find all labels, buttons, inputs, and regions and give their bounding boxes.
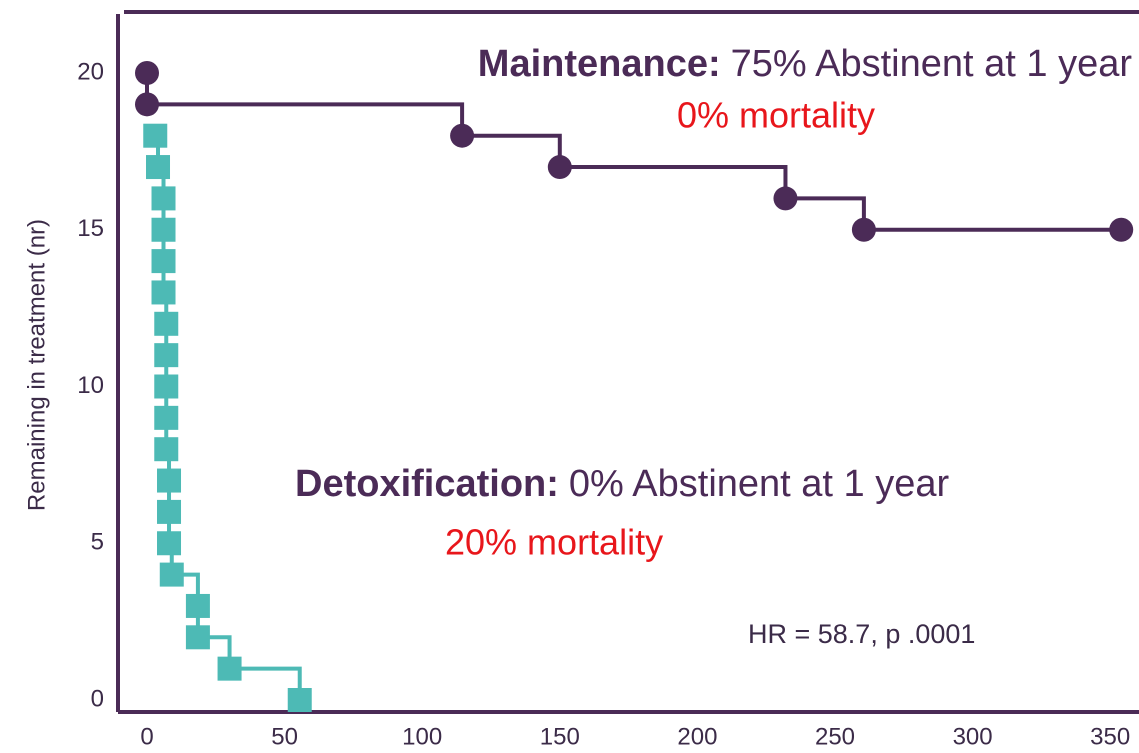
marker — [851, 217, 876, 242]
y-axis-label: Remaining in treatment (nr) — [23, 219, 50, 511]
y-tick-label: 15 — [77, 215, 104, 242]
step-segment — [147, 102, 465, 136]
marker — [154, 343, 179, 368]
annotation-text: 0% Abstinent at 1 year — [569, 463, 950, 505]
marker — [185, 625, 210, 650]
step-segment — [785, 196, 866, 230]
x-tick-label: 200 — [677, 723, 717, 750]
annotation-label: Maintenance: — [478, 43, 721, 85]
marker — [135, 92, 159, 117]
annotation: Detoxification: 0% Abstinent at 1 year — [295, 463, 949, 505]
marker — [773, 186, 798, 211]
x-tick-label: 150 — [540, 723, 580, 750]
marker — [157, 531, 182, 556]
annotation: HR = 58.7, p .0001 — [748, 619, 975, 649]
step-segment — [462, 133, 562, 168]
y-tick-label: 10 — [77, 372, 104, 399]
marker — [135, 61, 159, 85]
marker — [146, 155, 171, 180]
marker — [287, 688, 312, 712]
marker — [154, 405, 179, 430]
annotation: Maintenance: 75% Abstinent at 1 year — [478, 43, 1133, 85]
annotation-label: Detoxification: — [295, 463, 559, 505]
marker — [1109, 217, 1134, 242]
annotation: 20% mortality — [445, 522, 663, 563]
marker — [185, 593, 210, 618]
marker — [450, 123, 475, 148]
marker — [154, 374, 179, 399]
x-tick-label: 300 — [953, 723, 993, 750]
annotation-text: 75% Abstinent at 1 year — [731, 43, 1133, 85]
marker — [154, 437, 179, 462]
x-tick-label: 0 — [140, 723, 153, 750]
annotation: 0% mortality — [677, 95, 875, 136]
y-tick-label: 5 — [91, 529, 104, 556]
marker — [547, 155, 572, 180]
y-tick-label: 0 — [91, 685, 104, 712]
x-tick-label: 50 — [271, 723, 298, 750]
marker — [143, 123, 168, 148]
marker — [157, 499, 182, 524]
marker — [151, 217, 176, 242]
marker — [217, 656, 242, 681]
y-tick-label: 20 — [77, 58, 104, 85]
x-tick-label: 100 — [402, 723, 442, 750]
marker — [151, 280, 176, 305]
marker — [151, 186, 176, 211]
x-tick-label: 350 — [1090, 723, 1130, 750]
marker — [157, 468, 182, 493]
marker — [151, 249, 176, 274]
marker — [159, 562, 184, 587]
x-tick-label: 250 — [815, 723, 855, 750]
marker — [154, 311, 179, 336]
step-segment — [559, 165, 788, 199]
